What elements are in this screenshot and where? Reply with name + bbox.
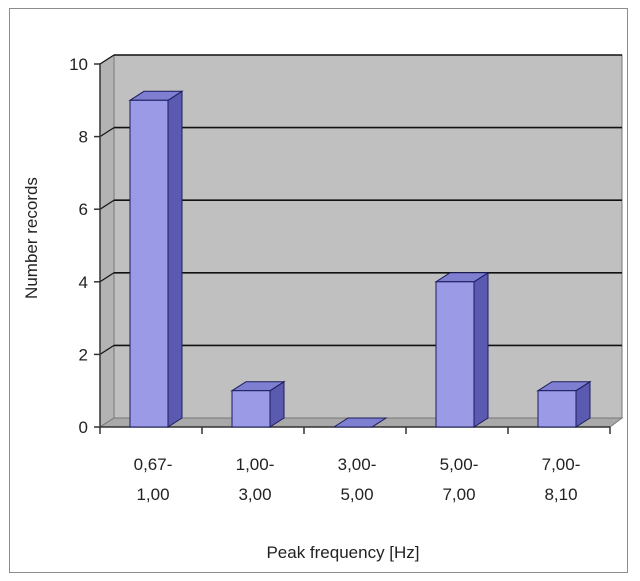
- bar-side: [473, 271, 489, 428]
- gridline-side: [99, 54, 115, 65]
- side-wall: [99, 54, 115, 428]
- y-tick-label: 6: [79, 200, 88, 219]
- y-tick-label: 0: [79, 418, 88, 437]
- y-tick-label: 2: [79, 345, 88, 364]
- y-tick-label: 4: [79, 273, 88, 292]
- x-tick-label: 7,00-: [542, 455, 581, 474]
- x-tick-labels: 0,67- 1,00 1,00- 3,00 3,00- 5,00 5,00- 7,00 7,00…: [134, 455, 581, 504]
- plot-walls: [98, 54, 624, 428]
- gridline-side: [99, 199, 115, 210]
- bar: [536, 380, 592, 428]
- bar-front: [231, 390, 271, 428]
- gridlines: [99, 54, 622, 355]
- gridline-side: [99, 272, 115, 283]
- y-tick-label: 8: [79, 128, 88, 147]
- x-tick-label: 1,00: [136, 485, 169, 504]
- y-tick-labels: 0 2 4 6 8 10: [69, 55, 88, 437]
- bars: [128, 90, 592, 428]
- bar: [128, 90, 184, 428]
- bar-top: [332, 417, 388, 428]
- x-tick-label: 8,10: [544, 485, 577, 504]
- bar: [434, 271, 490, 428]
- y-tick-label: 10: [69, 55, 88, 74]
- x-tick-label: 5,00: [340, 485, 373, 504]
- bar-front: [129, 99, 169, 428]
- bar-side: [167, 90, 183, 428]
- x-tick-label: 1,00-: [236, 455, 275, 474]
- gridline-side: [99, 344, 115, 355]
- y-axis-title: Number records: [22, 177, 41, 299]
- bar: [332, 417, 388, 428]
- x-tick-label: 3,00-: [338, 455, 377, 474]
- x-tick-label: 5,00-: [440, 455, 479, 474]
- x-tick-label: 3,00: [238, 485, 271, 504]
- x-tick-label: 0,67-: [134, 455, 173, 474]
- x-tick-label: 7,00: [442, 485, 475, 504]
- bar: [230, 380, 286, 428]
- x-axis-title: Peak frequency [Hz]: [266, 543, 419, 562]
- bar-front: [537, 390, 577, 428]
- bar-front: [435, 281, 475, 428]
- back-wall: [113, 54, 623, 419]
- gridline-side: [99, 127, 115, 138]
